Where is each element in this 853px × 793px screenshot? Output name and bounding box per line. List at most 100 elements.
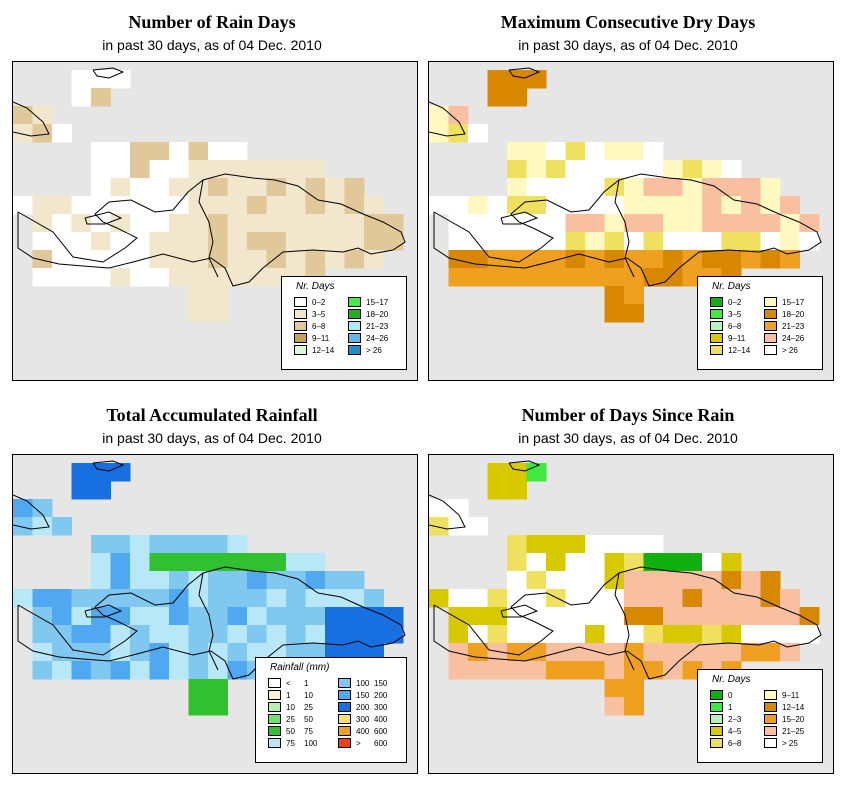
grid-cell (149, 571, 170, 590)
grid-cell (71, 250, 92, 269)
grid-cell (702, 625, 722, 644)
grid-cell (364, 214, 384, 233)
grid-cell (91, 88, 111, 107)
legend-swatch (710, 714, 723, 724)
grid-cell (546, 142, 566, 161)
grid-cell (364, 232, 384, 251)
grid-cell (682, 160, 703, 179)
grid-cell (565, 589, 586, 608)
grid-cell (799, 607, 820, 626)
grid-cell (91, 535, 111, 554)
grid-cell (741, 232, 761, 251)
grid-cell (188, 643, 209, 662)
grid-cell (780, 643, 800, 662)
grid-cell (169, 268, 189, 287)
grid-cell (71, 643, 92, 662)
grid-cell (52, 589, 72, 608)
grid-cell (344, 178, 365, 197)
grid-cell (448, 625, 469, 644)
grid-cell (208, 142, 228, 161)
grid-cell (91, 214, 111, 233)
grid-cell (52, 214, 72, 233)
grid-cell (643, 535, 664, 554)
grid-cell (188, 553, 209, 572)
legend-swatch (710, 321, 723, 331)
grid-cell (507, 142, 527, 161)
grid-cell (448, 196, 469, 215)
grid-cell (429, 124, 449, 143)
legend-range-low: 75 (286, 739, 295, 748)
grid-cell (702, 232, 722, 251)
grid-cell (188, 214, 209, 233)
grid-cell (325, 232, 345, 251)
grid-cell (487, 232, 508, 251)
grid-cell (585, 643, 605, 662)
grid-cell (91, 481, 111, 500)
grid-cell (721, 607, 742, 626)
grid-cell (110, 70, 131, 89)
grid-cell (188, 232, 209, 251)
grid-cell (799, 625, 820, 644)
grid-cell (188, 142, 209, 161)
legend-label: 12–14 (312, 346, 335, 355)
grid-cell (227, 535, 248, 554)
grid-cell (305, 232, 326, 251)
grid-cell (32, 196, 53, 215)
grid-cell (721, 571, 742, 590)
days-since-rain-map: Nr. Days 0 1 2–3 4–5 6–8 9–11 12–14 15–20 21–25 >… (428, 454, 834, 774)
grid-cell (149, 196, 170, 215)
grid-cell (526, 196, 547, 215)
panel-title: Total Accumulated Rainfall (106, 405, 318, 425)
legend-label: 2–3 (728, 715, 742, 724)
grid-cell (169, 250, 189, 269)
grid-cell (188, 268, 209, 287)
grid-cell (760, 214, 781, 233)
coastline (433, 566, 822, 680)
grid-cell (682, 196, 703, 215)
legend-label: 0 (728, 691, 733, 700)
grid-cell (643, 607, 664, 626)
legend-swatch (710, 726, 723, 736)
grid-cell (208, 589, 228, 608)
grid-cell (721, 250, 742, 269)
grid-cell (585, 232, 605, 251)
coastline (17, 566, 406, 680)
grid-cell (507, 196, 527, 215)
grid-cell (208, 250, 228, 269)
grid-cell (169, 553, 189, 572)
grid-cell (682, 643, 703, 662)
grid-cell (448, 517, 469, 536)
grid-cell (247, 160, 267, 179)
grid-cell (149, 607, 170, 626)
grid-cell (526, 625, 547, 644)
grid-cell (110, 625, 131, 644)
grid-cell (741, 214, 761, 233)
grid-cell (546, 553, 566, 572)
legend-label: > 26 (366, 346, 382, 355)
legend-swatch (268, 702, 281, 712)
legend-title: Nr. Days (712, 674, 751, 685)
grid-cell (227, 250, 248, 269)
grid-cell (305, 553, 326, 572)
legend-swatch (268, 714, 281, 724)
grid-cell (188, 625, 209, 644)
legend-label: > 26 (782, 346, 798, 355)
grid-cell (208, 160, 228, 179)
grid-cell (227, 214, 248, 233)
grid-cell (149, 535, 170, 554)
grid-cell (624, 286, 644, 305)
grid-cell (130, 571, 150, 590)
grid-cell (130, 142, 150, 161)
grid-cell (643, 625, 664, 644)
grid-cell (663, 571, 683, 590)
grid-cell (110, 160, 131, 179)
grid-cell (208, 679, 228, 698)
grid-cell (448, 124, 469, 143)
grid-cell (208, 661, 228, 680)
grid-cell (643, 643, 664, 662)
grid-cell (604, 232, 625, 251)
grid-cell (487, 589, 508, 608)
grid-cell (702, 214, 722, 233)
rain-days-map: Nr. Days 0–2 3–5 6–8 9–11 12–14 15–17 18–20 21–… (12, 61, 418, 381)
grid-cell (643, 214, 664, 233)
